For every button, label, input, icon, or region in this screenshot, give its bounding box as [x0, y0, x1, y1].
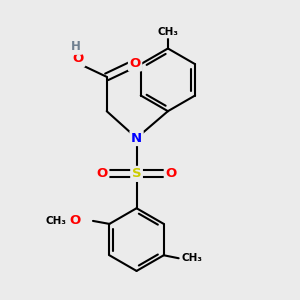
Text: S: S: [132, 167, 141, 180]
Text: CH₃: CH₃: [158, 27, 178, 37]
Text: H: H: [71, 40, 81, 53]
Text: O: O: [69, 214, 81, 227]
Text: O: O: [165, 167, 176, 180]
Text: CH₃: CH₃: [182, 253, 203, 263]
Text: O: O: [73, 52, 84, 65]
Text: N: N: [131, 132, 142, 145]
Text: CH₃: CH₃: [45, 216, 66, 226]
Text: O: O: [97, 167, 108, 180]
Text: O: O: [129, 57, 141, 70]
